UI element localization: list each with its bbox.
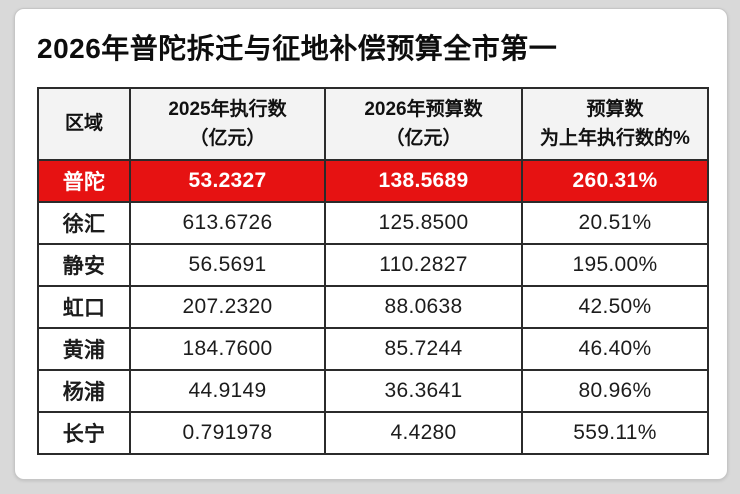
cell-exec-2025: 207.2320 xyxy=(129,285,326,329)
cell-exec-2025: 44.9149 xyxy=(129,369,326,413)
cell-pct: 195.00% xyxy=(521,243,709,287)
header-line: 2025年执行数 xyxy=(168,98,287,120)
cell-pct: 260.31% xyxy=(521,159,709,203)
header-line: 预算数 xyxy=(586,98,644,120)
cell-budget-2026: 88.0638 xyxy=(324,285,523,329)
header-line: 为上年执行数的% xyxy=(540,128,690,149)
cell-exec-2025: 0.791978 xyxy=(129,411,326,455)
cell-exec-2025: 613.6726 xyxy=(129,201,326,245)
table-row: 普陀 53.2327 138.5689 260.31% xyxy=(37,159,709,203)
cell-region: 静安 xyxy=(37,243,131,287)
cell-region: 虹口 xyxy=(37,285,131,329)
cell-exec-2025: 53.2327 xyxy=(129,159,326,203)
cell-pct: 20.51% xyxy=(521,201,709,245)
cell-budget-2026: 138.5689 xyxy=(324,159,523,203)
table-body: 普陀 53.2327 138.5689 260.31% 徐汇 613.6726 … xyxy=(37,159,709,455)
table-row: 黄浦 184.7600 85.7244 46.40% xyxy=(37,327,709,371)
cell-region: 黄浦 xyxy=(37,327,131,371)
page-title: 2026年普陀拆迁与征地补偿预算全市第一 xyxy=(37,33,558,64)
header-line: （亿元） xyxy=(189,128,266,149)
table-row: 静安 56.5691 110.2827 195.00% xyxy=(37,243,709,287)
cell-exec-2025: 184.7600 xyxy=(129,327,326,371)
budget-table: 区域 2025年执行数 （亿元） 2026年预算数 （亿元） 预算数 为上年执行… xyxy=(37,87,709,455)
cell-pct: 80.96% xyxy=(521,369,709,413)
cell-region: 长宁 xyxy=(37,411,131,455)
header-row: 区域 2025年执行数 （亿元） 2026年预算数 （亿元） 预算数 为上年执行… xyxy=(37,87,709,161)
cell-pct: 46.40% xyxy=(521,327,709,371)
header-line: 区域 xyxy=(64,113,103,135)
header-cell-exec-2025: 2025年执行数 （亿元） xyxy=(129,87,326,161)
table-row: 虹口 207.2320 88.0638 42.50% xyxy=(37,285,709,329)
cell-pct: 559.11% xyxy=(521,411,709,455)
cell-budget-2026: 4.4280 xyxy=(324,411,523,455)
cell-region: 普陀 xyxy=(37,159,131,203)
header-cell-region: 区域 xyxy=(37,87,131,161)
table-row: 杨浦 44.9149 36.3641 80.96% xyxy=(37,369,709,413)
cell-budget-2026: 125.8500 xyxy=(324,201,523,245)
header-line: （亿元） xyxy=(385,128,462,149)
table-header: 区域 2025年执行数 （亿元） 2026年预算数 （亿元） 预算数 为上年执行… xyxy=(37,87,709,161)
cell-exec-2025: 56.5691 xyxy=(129,243,326,287)
table-row: 长宁 0.791978 4.4280 559.11% xyxy=(37,411,709,455)
header-cell-budget-2026: 2026年预算数 （亿元） xyxy=(324,87,523,161)
cell-region: 徐汇 xyxy=(37,201,131,245)
cell-pct: 42.50% xyxy=(521,285,709,329)
table-row: 徐汇 613.6726 125.8500 20.51% xyxy=(37,201,709,245)
header-line: 2026年预算数 xyxy=(364,98,483,120)
cell-budget-2026: 36.3641 xyxy=(324,369,523,413)
cell-budget-2026: 110.2827 xyxy=(324,243,523,287)
header-cell-pct: 预算数 为上年执行数的% xyxy=(521,87,709,161)
cell-region: 杨浦 xyxy=(37,369,131,413)
cell-budget-2026: 85.7244 xyxy=(324,327,523,371)
card: 2026年普陀拆迁与征地补偿预算全市第一 区域 2025年执行数 （亿元） 20… xyxy=(14,8,728,480)
